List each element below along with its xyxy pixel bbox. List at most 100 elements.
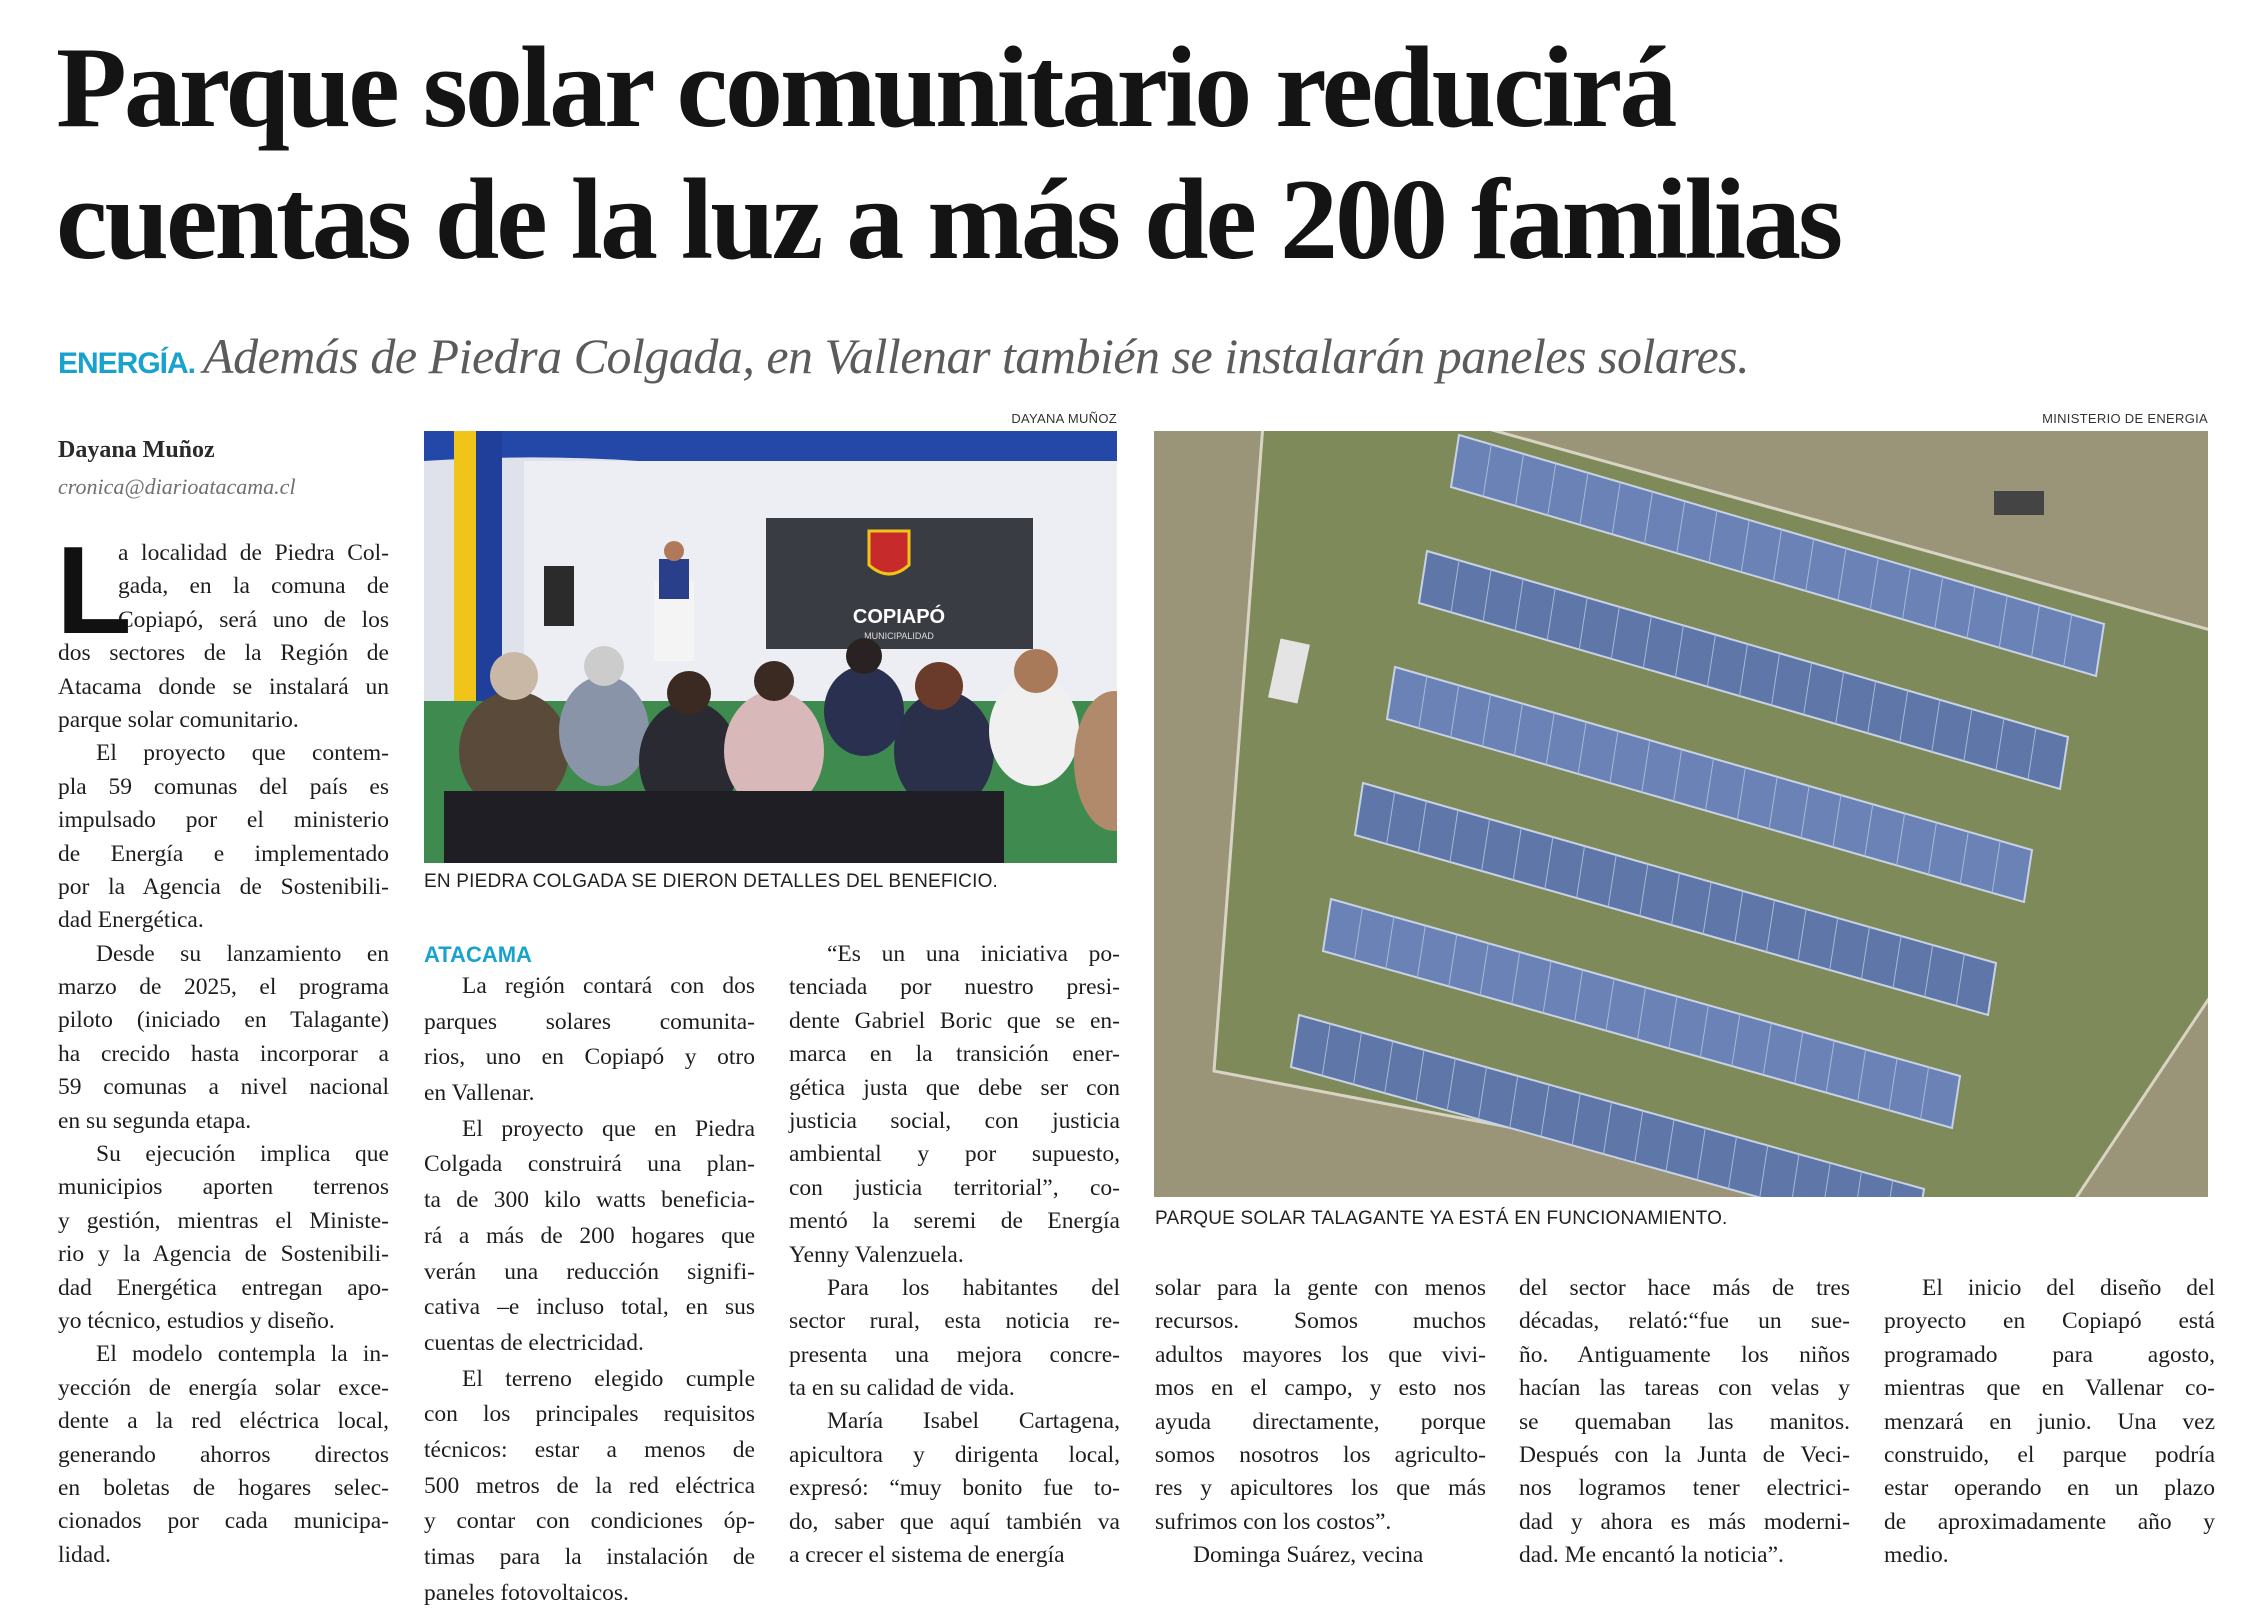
text-line: programado para agosto, [1884,1341,2215,1368]
panel-divider [1706,634,1716,687]
text-line: Colgada construirá una plan- [424,1151,755,1178]
panel-divider [1708,510,1718,563]
event-photo: COPIAPÓ MUNICIPALIDAD [424,431,1117,863]
solar-panel-row [1289,1013,1926,1197]
panel-divider [1385,916,1395,969]
text-line: presenta una mejora concre- [789,1341,1120,1368]
panel-divider [1542,960,1552,1014]
text-line: cuentas de electricidad. [424,1329,644,1356]
text-line: yección de energía solar exce- [58,1374,389,1401]
headline-line-2: cuentas de la luz a más de 200 familias [56,156,1843,284]
panel-divider [1449,809,1459,863]
text-line: con los principales requisitos [424,1401,755,1428]
paragraph: María Isabel Cartagena, apicultora y diri… [789,1405,1120,1572]
panel-divider [1931,699,1941,752]
panel-divider [1824,1162,1831,1197]
text-line: impulsado por el ministerio [58,807,389,834]
text-line: ha crecido hasta incorporar a [58,1040,389,1067]
text-line: timas para la instalación de [424,1544,755,1570]
text-line: medio. [1884,1542,1949,1569]
solar-park-photo [1154,431,2208,1197]
paragraph: El inicio del diseño del proyecto en Copi… [1884,1272,2215,1573]
text-line: Después con la Junta de Veci- [1519,1441,1850,1468]
panel-divider [1857,1171,1862,1197]
author-name: Dayana Muñoz [58,437,215,463]
panel-divider [1478,1067,1487,1120]
text-line: Yenny Valenzuela. [789,1241,964,1268]
paragraph: solar para la gente con menos recursos. S… [1155,1272,1486,1539]
paragraph: El modelo contempla la in-yección de ene… [58,1338,389,1572]
panel-divider [1637,987,1646,1040]
panel-divider [1832,795,1842,848]
panel-divider [1825,1040,1835,1093]
text-line: municipios aporten terrenos [58,1174,389,1201]
panel-divider [1610,606,1620,659]
text-line: mientras que en Vallenar co- [1884,1375,2215,1402]
panel-divider [1384,1041,1394,1094]
text-line: piloto (iniciado en Talagante) [58,1007,389,1034]
panel-divider [1771,653,1781,706]
panel-divider [1514,578,1524,631]
panel-divider [1579,472,1589,525]
photo-credit-2: MINISTERIO DE ENERGIA [2042,411,2208,426]
panel-divider [1794,1031,1804,1084]
panel-divider [1759,1145,1769,1197]
panel-divider [1797,908,1807,962]
panel-divider [1995,718,2005,771]
panel-divider [1482,569,1492,622]
panel-divider [1705,758,1714,811]
text-line: por la Agencia de Sostenibili- [58,873,389,900]
article-column-1: L a localidad de Piedra Col-gada, en la … [56,529,389,1572]
panel-divider [1673,749,1683,802]
panel-divider [1998,595,2008,648]
panel-divider [1415,1049,1425,1102]
text-line: La región contará con dos [462,973,755,999]
panel-divider [1892,935,1902,989]
panel-divider [1920,1067,1930,1120]
text-line: sector rural, esta noticia re- [789,1308,1120,1335]
text-line: solar para la gente con menos [1155,1275,1486,1301]
text-line: décadas, relató:“fue un sue- [1519,1308,1850,1335]
section-kicker: ENERGÍA. [58,347,196,380]
panel-divider [1889,1180,1894,1197]
panel-divider [1642,616,1652,669]
subtitle: ENERGÍA. Además de Piedra Colgada, en Val… [58,326,1750,394]
panel-divider [1665,1119,1675,1172]
text-line: técnicos: estar a menos de [424,1436,755,1463]
text-line: apicultora y dirigenta local, [789,1441,1120,1468]
panel-divider [1991,840,2001,893]
panel-divider [1768,776,1778,829]
deck: Además de Piedra Colgada, en Vallenar ta… [203,328,1750,384]
panel-divider [1417,800,1427,854]
panel-divider [1546,588,1556,641]
text-line: del sector hace más de tres [1519,1275,1850,1301]
article-column-6: El inicio del diseño del proyecto en Copi… [1884,1272,2215,1573]
panel-divider [1668,996,1678,1049]
text-line: expresó: “muy bonito fue to- [789,1475,1120,1502]
text-line: cionados por cada municipa- [58,1508,389,1535]
text-line: de aproximadamente año y [1884,1508,2215,1535]
text-line: recursos. Somos muchos [1155,1308,1486,1335]
text-line: dente Gabriel Boric que se en- [789,1007,1120,1034]
panel-divider [1888,1058,1898,1111]
text-line: María Isabel Cartagena, [827,1408,1120,1435]
paragraph: Su ejecución implica que municipios aport… [58,1138,389,1338]
text-line: ambiental y por supuesto, [789,1141,1120,1168]
text-line: “Es un una iniciativa po- [827,941,1120,967]
panel-divider [1544,836,1554,890]
headline: Parque solar comunitario reducirá cuenta… [56,22,2256,286]
text-line: menzará en junio. Una vez [1884,1408,2215,1435]
panel-divider [1639,863,1649,917]
author-email: cronica@diarioatacama.cl [58,474,296,499]
panel-divider [1540,1084,1550,1137]
panel-divider [1765,899,1775,953]
panel-divider [1321,1023,1331,1076]
text-line: dad Energética. [58,907,204,934]
text-line: 59 comunas a nivel nacional [58,1074,389,1101]
paragraph: El terreno elegido cumple con los princip… [424,1362,755,1611]
text-line: a crecer el sistema de energía [789,1542,1065,1569]
panel-divider [1481,818,1491,872]
panel-divider [1446,1058,1456,1111]
text-line: El modelo contempla la in- [96,1341,389,1368]
text-line: tenciada por nuestro presi- [789,974,1120,1001]
